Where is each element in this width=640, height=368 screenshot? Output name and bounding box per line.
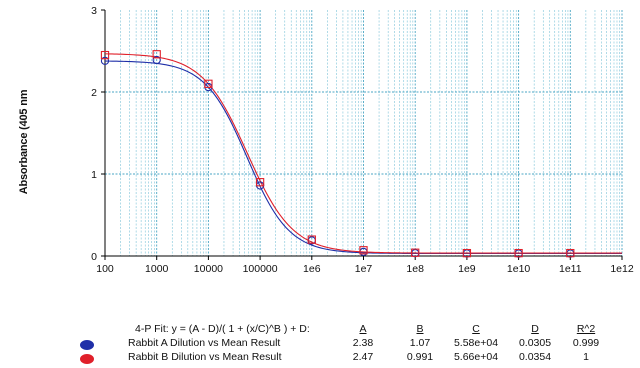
x-tick-label: 100000: [243, 263, 278, 275]
data-point-series-b: [255, 178, 265, 187]
fit-a-A: 2.38: [352, 337, 374, 349]
axes: [101, 9, 623, 260]
y-axis-label: Absorbance (405 nm: [18, 89, 30, 195]
data-point-series-b: [462, 248, 472, 258]
fit-b-B: 0.991: [406, 351, 434, 363]
x-tick-label: 1e10: [507, 263, 531, 275]
fit-equation: 4-P Fit: y = (A - D)/( 1 + (x/C)^B ) + D…: [135, 323, 310, 335]
grid: [104, 10, 623, 256]
y-axis-label-wrap: Absorbance (405 nm: [14, 82, 34, 202]
fit-b-R2: 1: [583, 351, 589, 363]
fit-curve-series-b: [104, 53, 622, 254]
data-point-series-b: [411, 248, 420, 257]
data-point-series-a: [100, 56, 110, 65]
data-point-series-a: [152, 55, 161, 65]
chart: 100 1000 10000 100000 1e6 1e7 1e8 1e9 1e10 1e11 1e…: [91, 5, 634, 275]
fit-a-D: 0.0305: [518, 337, 552, 349]
tick-labels: 100 1000 10000 100000 1e6 1e7 1e8 1e9 1e10 1e11 1e…: [91, 5, 634, 275]
fit-a-R2: 0.999: [572, 337, 600, 349]
fit-b-C: 5.66e+04: [453, 351, 499, 363]
data-point-series-b: [152, 50, 161, 59]
x-tick-label: 1e8: [406, 263, 424, 275]
y-tick-label: 2: [91, 87, 97, 99]
fit-header-d: D: [531, 323, 539, 335]
series-a-legend-marker: [80, 340, 94, 350]
fit-header-row: 4-P Fit: y = (A - D)/( 1 + (x/C)^B ) + D…: [58, 323, 628, 336]
y-tick-label: 3: [91, 5, 97, 17]
x-tick-label: 1e11: [559, 263, 582, 275]
series-b-legend-marker: [80, 354, 94, 364]
data-point-series-b: [359, 246, 368, 255]
fit-row-a: Rabbit A Dilution vs Mean Result 2.38 1.…: [58, 337, 628, 350]
fit-curves: [104, 53, 622, 255]
data-point-series-b: [204, 79, 213, 88]
x-tick-label: 1e9: [458, 263, 476, 275]
fit-header-a: A: [359, 323, 367, 335]
fit-a-B: 1.07: [409, 337, 431, 349]
y-tick-label: 0: [91, 251, 97, 263]
fit-row-a-name: Rabbit A Dilution vs Mean Result: [128, 337, 281, 349]
fit-row-b: Rabbit B Dilution vs Mean Result 2.47 0.…: [58, 351, 628, 364]
data-point-series-b: [100, 50, 110, 60]
y-tick-label: 1: [91, 169, 97, 181]
data-point-series-b: [566, 248, 575, 258]
fit-header-b: B: [416, 323, 424, 335]
fit-header-c: C: [472, 323, 480, 335]
fit-row-b-name: Rabbit B Dilution vs Mean Result: [128, 351, 282, 363]
x-tick-label: 100: [96, 263, 114, 275]
data-point-series-b: [514, 248, 523, 258]
data-point-series-b: [307, 235, 316, 244]
x-tick-label: 1e6: [303, 263, 321, 275]
fit-b-D: 0.0354: [518, 351, 552, 363]
x-tick-label: 1e7: [355, 263, 373, 275]
x-tick-label: 1e12: [610, 263, 634, 275]
fit-header-r2: R^2: [576, 323, 596, 335]
x-tick-label: 1000: [145, 263, 169, 275]
fit-b-A: 2.47: [352, 351, 374, 363]
fit-a-C: 5.58e+04: [453, 337, 499, 349]
data-markers: [100, 50, 575, 258]
x-tick-label: 10000: [194, 263, 223, 275]
